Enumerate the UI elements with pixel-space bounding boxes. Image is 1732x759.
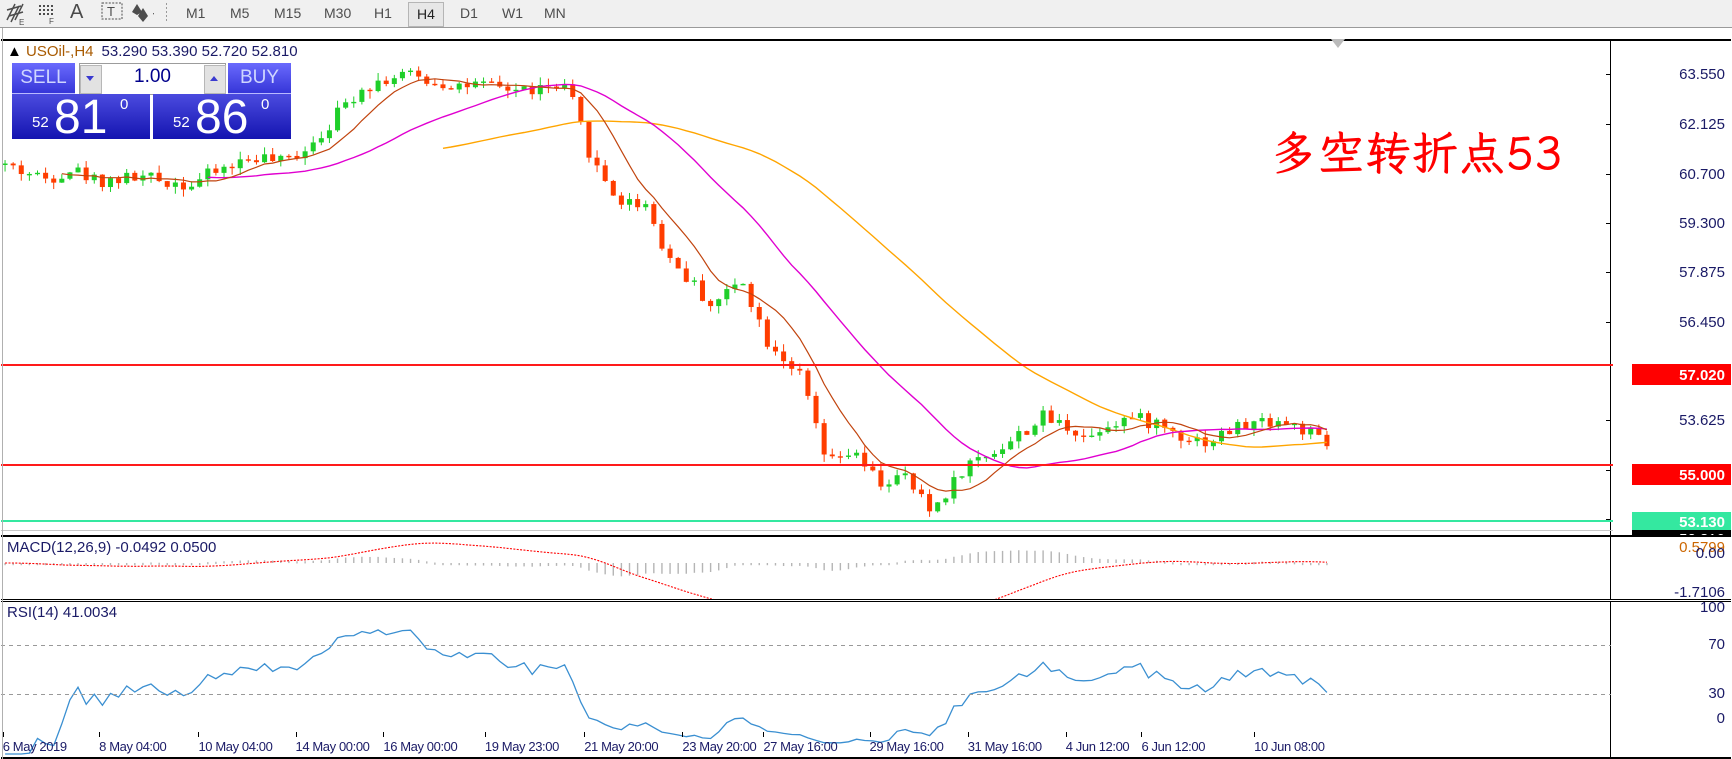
svg-text:E: E: [19, 18, 24, 26]
svg-text:T: T: [107, 4, 115, 19]
svg-text:F: F: [49, 17, 54, 26]
